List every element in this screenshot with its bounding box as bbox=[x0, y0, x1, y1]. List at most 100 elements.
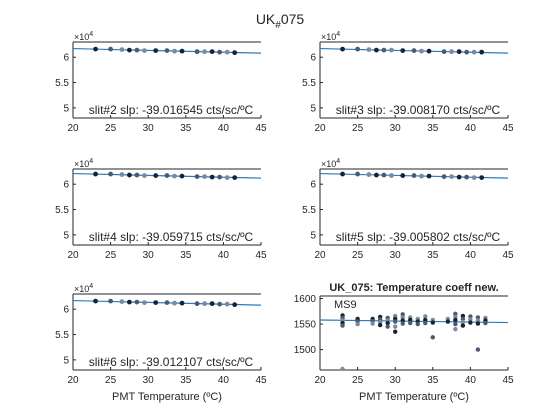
data-point bbox=[108, 298, 113, 304]
data-point bbox=[224, 49, 230, 55]
data-point bbox=[366, 172, 372, 177]
data-point bbox=[366, 47, 372, 52]
y-exponent-label: ×104 bbox=[321, 31, 340, 42]
data-point bbox=[460, 316, 466, 322]
data-point bbox=[468, 320, 473, 325]
data-point bbox=[202, 174, 208, 180]
data-point bbox=[232, 175, 238, 181]
y-exponent-label: ×104 bbox=[321, 158, 340, 169]
data-point bbox=[217, 174, 223, 180]
data-point bbox=[209, 174, 215, 180]
data-point bbox=[355, 321, 360, 327]
x-tick-label: 30 bbox=[390, 375, 402, 386]
data-point bbox=[153, 48, 159, 54]
data-point bbox=[408, 317, 413, 323]
data-point bbox=[217, 301, 223, 307]
panel-slit6: 20 25 30 35 40 45 5 5.5 6 ×104 slit#6 slp: -39.012… bbox=[55, 283, 267, 403]
data-point bbox=[475, 347, 481, 352]
data-point bbox=[355, 171, 360, 177]
data-point bbox=[224, 175, 230, 181]
x-tick-label: 30 bbox=[390, 123, 402, 134]
data-point bbox=[381, 172, 387, 178]
x-tick-label: 20 bbox=[314, 375, 326, 386]
data-point bbox=[389, 173, 394, 178]
y-exponent-label: ×104 bbox=[74, 158, 93, 169]
data-point bbox=[340, 171, 345, 177]
y-tick-label: 5.5 bbox=[55, 205, 69, 216]
slope-annotation: slit#5 slp: -39.005802 cts/sc/ºC bbox=[336, 230, 501, 244]
x-axis-label: PMT Temperature (ºC) bbox=[359, 391, 469, 403]
data-point bbox=[377, 322, 383, 328]
x-tick-label: 40 bbox=[218, 375, 230, 386]
data-point bbox=[209, 301, 215, 307]
data-point bbox=[445, 319, 451, 324]
data-point bbox=[393, 319, 398, 324]
y-tick-label: 5.5 bbox=[302, 205, 316, 216]
data-point bbox=[224, 301, 230, 307]
data-point bbox=[126, 47, 132, 53]
data-point bbox=[468, 317, 473, 322]
figure-title: UK#075 bbox=[256, 11, 305, 31]
x-tick-label: 30 bbox=[143, 375, 155, 386]
x-tick-label: 40 bbox=[465, 123, 477, 134]
data-point bbox=[385, 324, 390, 329]
data-point bbox=[385, 320, 390, 326]
data-point bbox=[377, 319, 383, 325]
data-point bbox=[142, 173, 147, 178]
data-point bbox=[202, 301, 208, 307]
data-point bbox=[400, 173, 406, 178]
data-point bbox=[426, 173, 432, 179]
panel-ms9: 20 25 30 35 40 45 1500 1550 1600 UK_075: Temperat… bbox=[294, 282, 514, 403]
data-point bbox=[126, 299, 132, 305]
data-point bbox=[468, 314, 473, 319]
data-point bbox=[232, 50, 238, 56]
data-point bbox=[134, 299, 140, 305]
data-point bbox=[108, 171, 113, 177]
data-point bbox=[194, 49, 200, 55]
y-tick-label: 5.5 bbox=[55, 330, 69, 341]
data-point bbox=[355, 46, 360, 52]
x-tick-label: 35 bbox=[180, 250, 192, 261]
x-tick-label: 35 bbox=[427, 123, 439, 134]
data-point bbox=[415, 321, 420, 327]
data-point bbox=[393, 324, 398, 329]
data-point bbox=[340, 46, 345, 52]
x-tick-label: 35 bbox=[427, 375, 439, 386]
data-point bbox=[179, 173, 185, 179]
data-point bbox=[179, 48, 185, 54]
x-tick-label: 40 bbox=[465, 250, 477, 261]
data-point bbox=[93, 171, 98, 177]
panel-slit2: 20 25 30 35 40 45 5 5.5 6 ×104 slit#2 slp: -39.016… bbox=[55, 31, 267, 134]
data-point bbox=[464, 49, 470, 55]
data-point bbox=[374, 47, 379, 53]
x-tick-label: 30 bbox=[143, 123, 155, 134]
x-tick-label: 25 bbox=[105, 250, 117, 261]
y-tick-label: 5 bbox=[310, 103, 316, 114]
x-tick-label: 20 bbox=[314, 123, 326, 134]
y-tick-label: 5 bbox=[63, 230, 69, 241]
x-tick-label: 35 bbox=[180, 123, 192, 134]
y-exponent-label: ×104 bbox=[74, 283, 93, 294]
y-tick-label: 6 bbox=[63, 305, 69, 316]
x-tick-label: 20 bbox=[67, 250, 79, 261]
data-point bbox=[475, 318, 481, 323]
panel-title: UK_075: Temperature coeff new. bbox=[329, 282, 498, 294]
y-tick-label: 6 bbox=[63, 53, 69, 64]
data-point bbox=[400, 48, 406, 54]
x-tick-label: 35 bbox=[180, 375, 192, 386]
y-tick-label: 1550 bbox=[294, 320, 317, 331]
data-point bbox=[172, 173, 177, 179]
data-point bbox=[93, 298, 98, 304]
x-tick-label: 30 bbox=[390, 250, 402, 261]
data-point bbox=[479, 49, 485, 55]
data-point bbox=[475, 321, 481, 326]
x-tick-label: 40 bbox=[218, 250, 230, 261]
slope-annotation: slit#6 slp: -39.012107 cts/sc/ºC bbox=[89, 355, 254, 369]
data-point bbox=[134, 47, 140, 53]
x-tick-label: 20 bbox=[314, 250, 326, 261]
data-point bbox=[400, 315, 405, 320]
x-tick-label: 45 bbox=[255, 123, 267, 134]
data-point bbox=[471, 49, 477, 55]
x-tick-label: 30 bbox=[143, 250, 155, 261]
x-tick-label: 25 bbox=[105, 375, 117, 386]
